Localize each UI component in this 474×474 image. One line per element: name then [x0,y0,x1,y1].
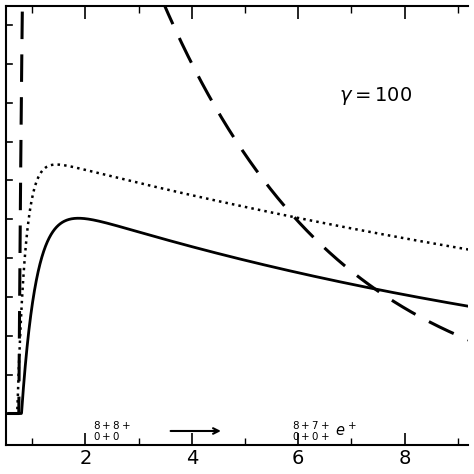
Text: $\gamma=100$: $\gamma=100$ [339,84,412,107]
Text: $^{8+}_{0+}{}^{7+}_{0+}\;e^+$: $^{8+}_{0+}{}^{7+}_{0+}\;e^+$ [292,419,357,443]
Text: $^{8+}_{0+}{}^{8+}_{0}$: $^{8+}_{0+}{}^{8+}_{0}$ [93,419,131,443]
